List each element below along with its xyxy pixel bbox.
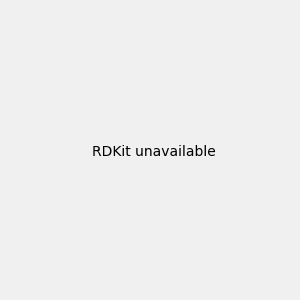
- Text: RDKit unavailable: RDKit unavailable: [92, 145, 216, 158]
